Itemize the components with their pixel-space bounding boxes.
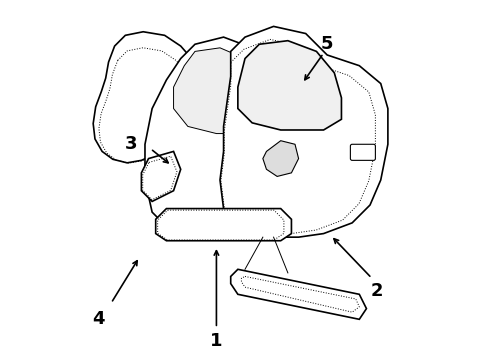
Text: 5: 5 [321,35,333,53]
Polygon shape [238,41,342,130]
Polygon shape [220,26,388,237]
Polygon shape [93,32,197,163]
Text: 1: 1 [210,332,222,350]
Text: 2: 2 [371,282,383,300]
Text: 3: 3 [124,135,137,153]
Text: 4: 4 [92,310,105,328]
Polygon shape [142,152,181,202]
Polygon shape [263,141,298,176]
Polygon shape [145,37,281,237]
Polygon shape [173,48,270,134]
FancyBboxPatch shape [350,144,375,160]
Polygon shape [231,269,367,319]
Polygon shape [156,208,292,241]
